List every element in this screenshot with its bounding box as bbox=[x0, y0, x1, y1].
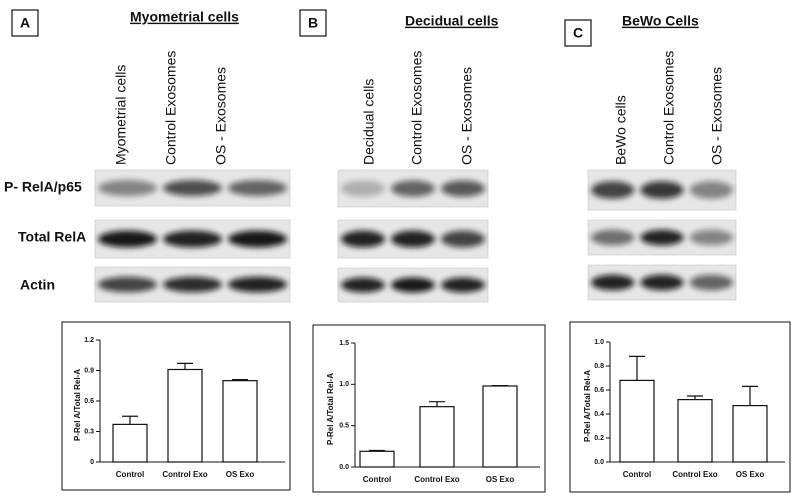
panel-title: BeWo Cells bbox=[622, 13, 699, 29]
panel-letter: C bbox=[573, 25, 583, 41]
error-bar bbox=[177, 362, 193, 370]
lane-label: Decidual cells bbox=[361, 79, 377, 165]
blot-band bbox=[591, 181, 635, 199]
panel-letter: A bbox=[20, 15, 30, 31]
y-tick-label: 1.0 bbox=[339, 381, 349, 388]
y-axis-label: P-Rel A/Total Rel-A bbox=[73, 369, 82, 441]
row-label: Actin bbox=[20, 277, 55, 293]
panel-title: Decidual cells bbox=[405, 13, 499, 29]
bar bbox=[619, 379, 655, 463]
blot-band bbox=[591, 274, 635, 291]
x-tick-label: Control bbox=[363, 475, 391, 484]
lane-label: OS - Exosomes bbox=[709, 67, 725, 165]
bar bbox=[732, 405, 768, 463]
blot-band bbox=[441, 180, 485, 197]
error-bar bbox=[232, 379, 248, 381]
lane-label: OS - Exosomes bbox=[459, 67, 475, 165]
blot-band bbox=[98, 276, 157, 293]
bar bbox=[167, 368, 203, 463]
row-label: P- RelA/p65 bbox=[4, 179, 82, 195]
x-tick-label: OS Exo bbox=[736, 470, 765, 479]
blot-band bbox=[163, 230, 222, 248]
lane-label: OS - Exosomes bbox=[213, 67, 229, 165]
bar bbox=[222, 380, 258, 463]
blot-band bbox=[163, 180, 222, 196]
blot-band bbox=[341, 180, 385, 197]
row-label: Total RelA bbox=[18, 229, 86, 245]
y-tick-label: 0.6 bbox=[594, 387, 604, 394]
x-tick-label: Control Exo bbox=[414, 475, 459, 484]
blot-band bbox=[689, 181, 733, 199]
y-tick-label: 0.8 bbox=[594, 363, 604, 370]
lane-label: Control Exosomes bbox=[661, 51, 677, 165]
x-tick-label: OS Exo bbox=[486, 475, 515, 484]
x-tick-label: Control Exo bbox=[162, 470, 207, 479]
blot-band bbox=[441, 277, 485, 293]
blot-band bbox=[640, 229, 684, 246]
blot-band bbox=[591, 229, 635, 246]
error-bar bbox=[122, 415, 138, 425]
error-bar bbox=[742, 385, 758, 406]
lane-label: Myometrial cells bbox=[113, 65, 129, 165]
panel-title: Myometrial cells bbox=[130, 9, 239, 25]
blot-band bbox=[640, 274, 684, 291]
blot-band bbox=[441, 230, 485, 248]
panel-letter-box bbox=[299, 9, 327, 37]
bar bbox=[419, 406, 455, 468]
bar bbox=[677, 399, 713, 463]
x-tick-label: Control Exo bbox=[672, 470, 717, 479]
y-tick-label: 0.4 bbox=[594, 411, 604, 418]
bar bbox=[112, 423, 148, 463]
lane-label: BeWo cells bbox=[613, 95, 629, 165]
bar bbox=[359, 450, 395, 468]
blot-band bbox=[341, 230, 385, 248]
x-tick-label: Control bbox=[623, 470, 651, 479]
y-tick-label: 0.2 bbox=[594, 435, 604, 442]
blot-band bbox=[98, 230, 157, 248]
blot-band bbox=[98, 180, 157, 196]
y-axis-label: P-Rel A/Total Rel-A bbox=[326, 373, 335, 445]
y-tick-label: 0.9 bbox=[84, 367, 94, 374]
y-axis-label: P-Rel A/Total Rel-A bbox=[583, 370, 592, 442]
blot-band bbox=[163, 276, 222, 293]
error-bar bbox=[687, 395, 703, 400]
y-tick-label: 0.0 bbox=[594, 459, 604, 466]
y-tick-label: 0.5 bbox=[339, 423, 349, 430]
blot-band bbox=[391, 180, 435, 197]
blot-band bbox=[391, 230, 435, 248]
panel-letter: B bbox=[308, 15, 318, 31]
x-tick-label: OS Exo bbox=[226, 470, 255, 479]
blot-band bbox=[228, 180, 287, 196]
y-tick-label: 0 bbox=[90, 459, 94, 466]
y-tick-label: 0.6 bbox=[84, 398, 94, 405]
error-bar bbox=[429, 401, 445, 407]
panel-letter-box bbox=[564, 19, 592, 47]
blot-band bbox=[341, 277, 385, 293]
blot-band bbox=[228, 230, 287, 248]
lane-label: Control Exosomes bbox=[409, 51, 425, 165]
y-tick-label: 1.5 bbox=[339, 340, 349, 347]
error-bar bbox=[629, 355, 645, 381]
blot-band bbox=[689, 229, 733, 246]
blot-band bbox=[228, 276, 287, 293]
y-tick-label: 0.0 bbox=[339, 464, 349, 471]
y-tick-label: 1.2 bbox=[84, 337, 94, 344]
blot-band bbox=[640, 181, 684, 199]
y-tick-label: 0.3 bbox=[84, 428, 94, 435]
blot-band bbox=[689, 274, 733, 291]
error-bar bbox=[369, 449, 385, 452]
blot-band bbox=[391, 277, 435, 293]
x-tick-label: Control bbox=[116, 470, 144, 479]
lane-label: Control Exosomes bbox=[163, 51, 179, 165]
y-tick-label: 1.0 bbox=[594, 339, 604, 346]
bar bbox=[482, 385, 518, 468]
panel-letter-box bbox=[11, 9, 39, 37]
